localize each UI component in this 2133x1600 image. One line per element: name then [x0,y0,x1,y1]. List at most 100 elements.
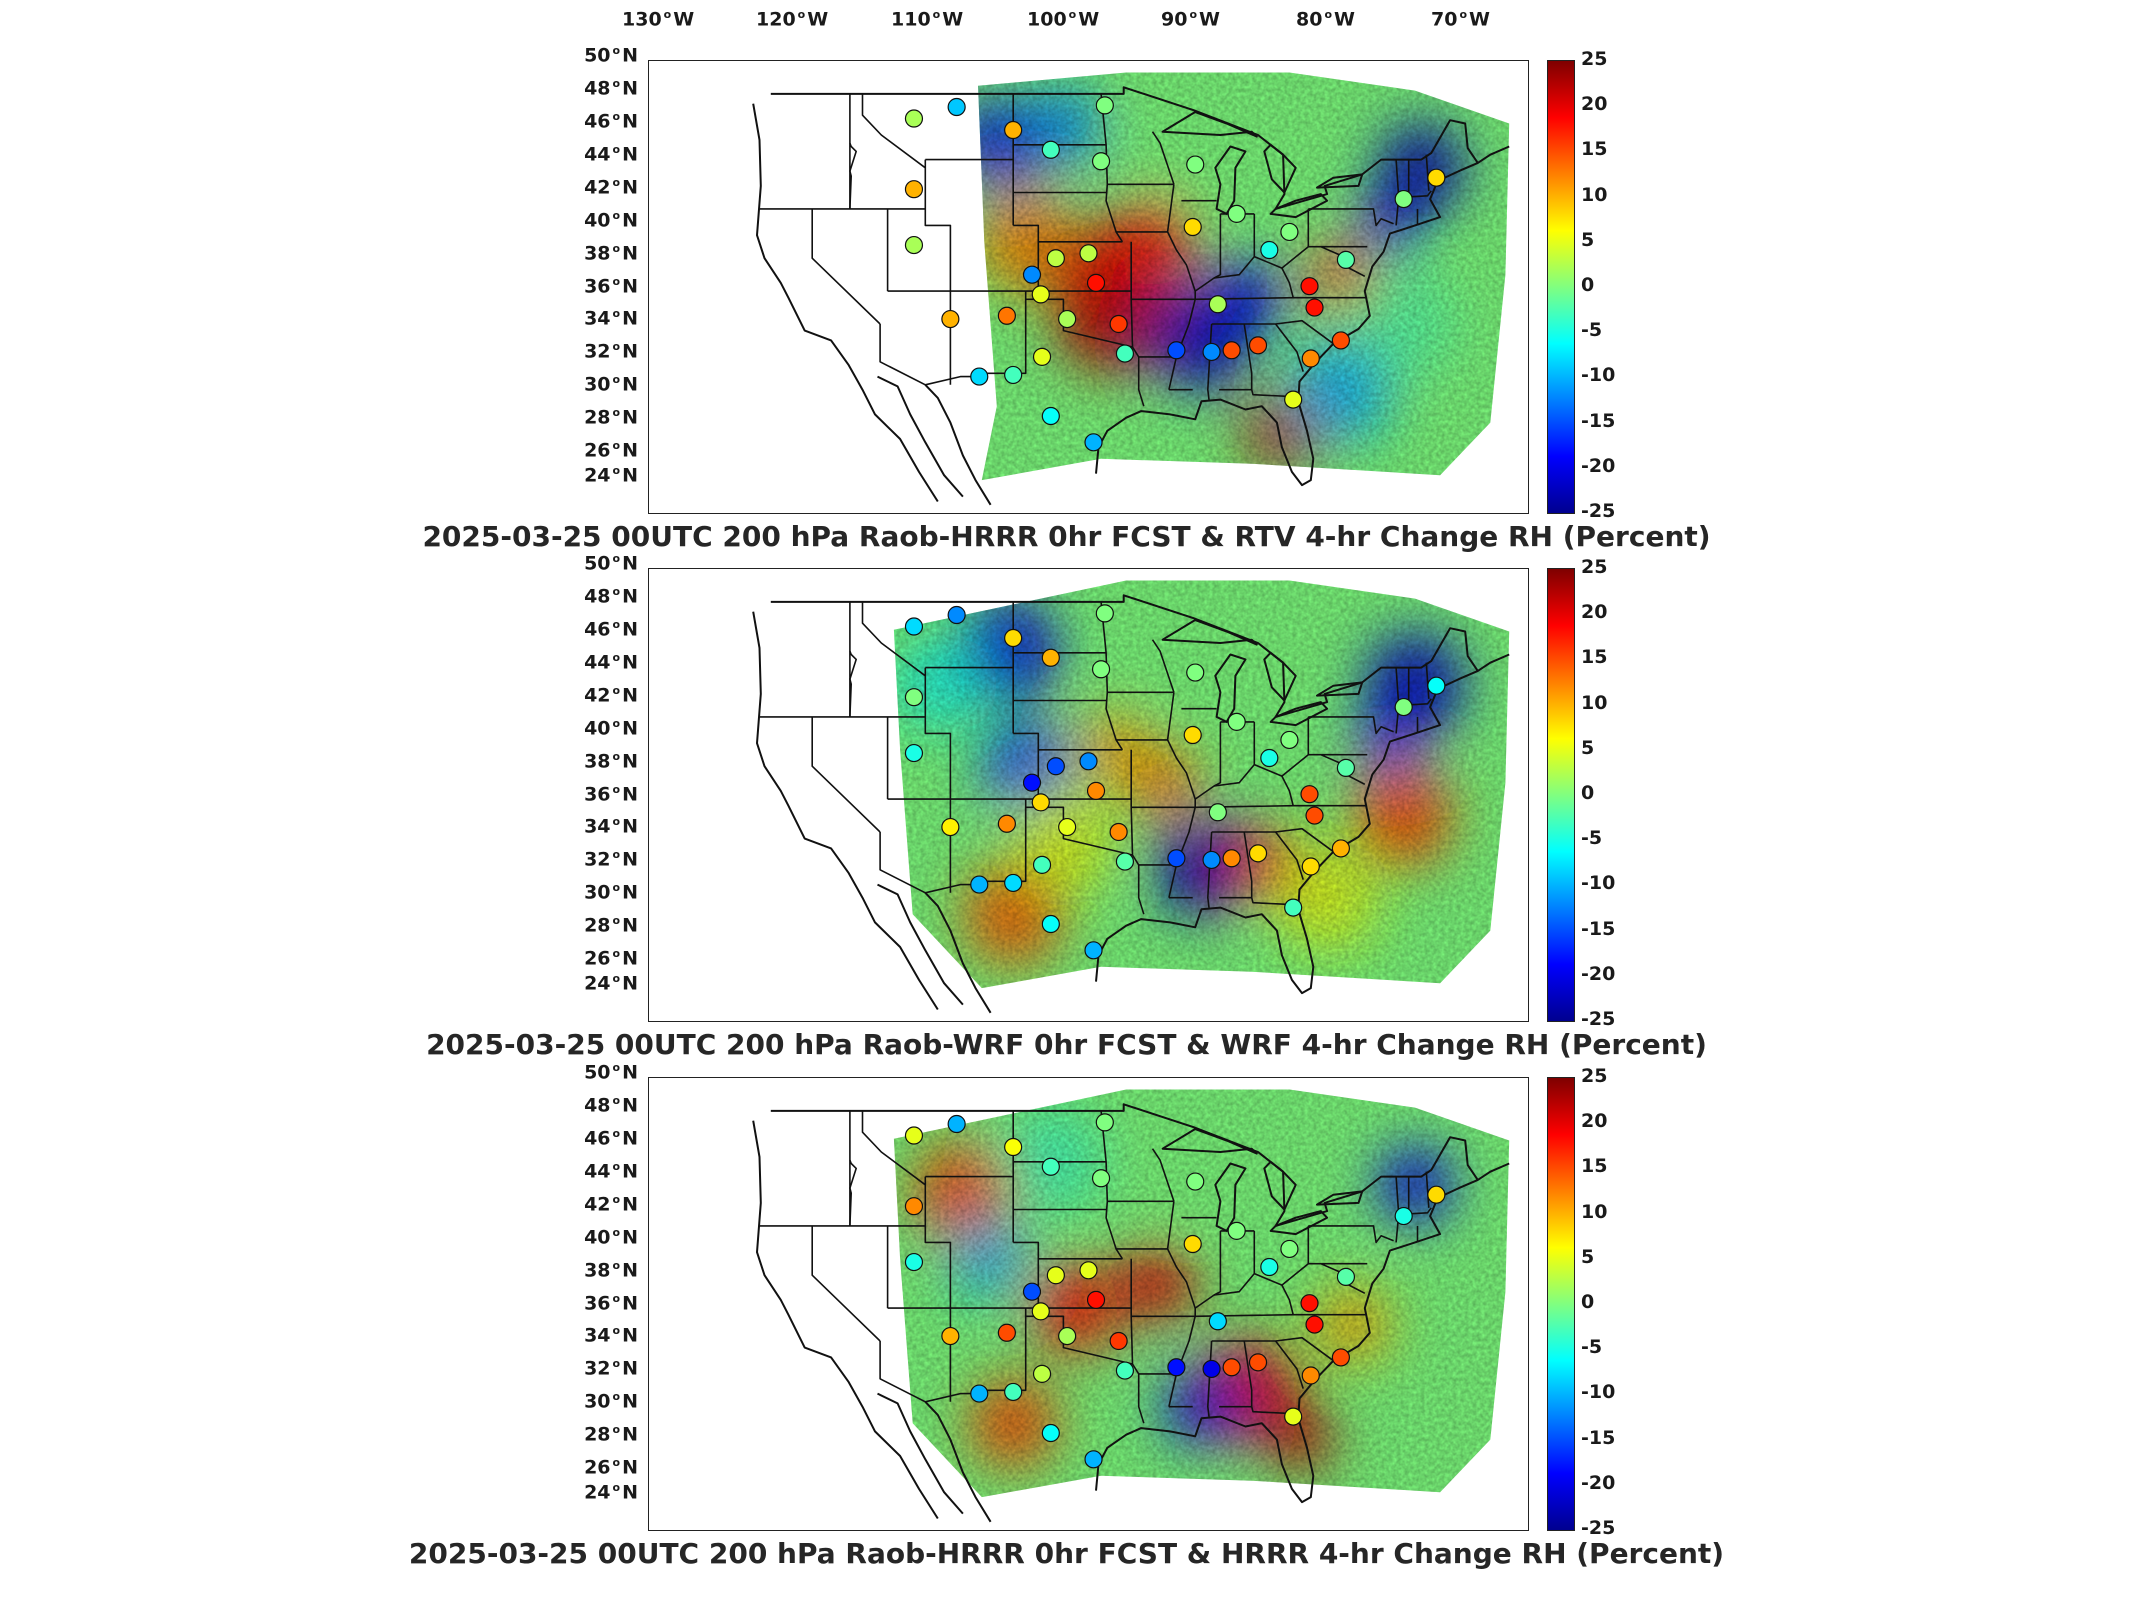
colorbar-tick-label: -25 [1581,500,1616,522]
state-border [861,601,926,677]
rh-change-map [752,580,1510,1014]
latitude-value: 34 [584,1324,611,1347]
state-border [1100,93,1124,243]
colorbar [1547,568,1575,1022]
latitude-unit: N [622,815,638,838]
colorbar-tick-label: 10 [1581,183,1608,206]
raob-station-marker [1058,1326,1077,1346]
latitude-label: 38 o N [584,241,638,264]
latitude-unit: N [622,585,638,608]
latitude-value: 30 [584,881,611,904]
raob-station-marker [1208,1312,1227,1331]
raob-station-marker [1046,757,1065,776]
raob-station-marker [1079,752,1098,771]
raob-station-marker [1300,785,1319,804]
state-border [811,1225,881,1342]
latitude-unit: N [622,947,638,970]
great-lake [1161,619,1258,646]
latitude-unit: N [622,110,638,133]
raob-station-marker [1167,849,1186,868]
raob-stations [904,1113,1446,1469]
state-border [1130,749,1145,915]
latitude-label: 40 o N [584,1225,638,1249]
latitude-unit: N [622,914,638,937]
raob-station-marker [1031,793,1050,812]
raob-station-marker [1004,628,1023,648]
latitude-value: 34 [584,307,611,330]
state-border [849,1159,857,1226]
raob-station-marker [1305,806,1324,825]
panel-rtv: 50 o N 48 o N 46 o N 44 o N 42 o N 40 o N 38 o N 36 o N 34 o N 32 o N… [0,40,2133,560]
raob-station-marker [1004,120,1023,140]
raob-station-marker [1301,1366,1320,1385]
raob-station-marker [1022,773,1042,792]
coastline [877,375,964,498]
latitude-unit: N [622,972,638,995]
latitude-label: 42 o N [584,683,638,707]
latitude-label: 48 o N [584,1094,638,1117]
state-border [1281,775,1294,806]
latitude-unit: N [622,1127,638,1150]
state-border [1308,208,1394,227]
colorbar-tick-label: -20 [1581,962,1616,985]
state-border [1100,601,1124,751]
great-lake [1269,1210,1329,1236]
raob-station-marker [1394,697,1413,717]
latitude-unit: N [622,1094,638,1117]
colorbar-tick-label: 20 [1581,601,1608,624]
latitude-label: 48 o N [584,77,638,100]
raob-station-marker [1109,1331,1128,1351]
raob-station-marker [1041,406,1060,426]
raob-station-marker [904,1126,924,1145]
raob-station-marker [1202,1359,1221,1379]
latitude-label: 36 o N [584,782,638,805]
longitude-unit: W [1334,8,1355,31]
raob-station-marker [1115,1361,1135,1380]
raob-station-marker [970,1384,989,1403]
colorbar-tick-label: 5 [1581,228,1595,251]
raob-station-marker [1032,1364,1052,1383]
latitude-value: 48 [584,77,611,100]
latitude-label: 44 o N [584,651,638,674]
raob-station-marker [1004,1382,1023,1402]
raob-station-marker [1032,855,1052,874]
latitude-value: 28 [584,1423,611,1446]
latitude-value: 46 [584,618,611,641]
longitude-value: 110 [891,8,931,31]
raob-station-marker [904,617,924,636]
state-border [1274,831,1304,880]
state-border [1308,1225,1394,1244]
latitude-label: 28 o N [584,1423,638,1446]
latitude-value: 30 [584,1390,611,1413]
longitude-value: 90 [1161,8,1188,31]
raob-station-marker [1086,273,1106,292]
colorbar-tick-label: 10 [1581,691,1608,714]
colorbar-tick-label: 15 [1581,138,1608,161]
latitude-unit: N [622,1481,638,1504]
raob-station-marker [1260,240,1279,260]
latitude-value: 42 [584,1193,611,1216]
raob-station-marker [1336,758,1356,777]
colorbar-tick-label: 15 [1581,646,1608,669]
raob-station-marker [1058,309,1077,329]
colorbar-tick-label: -10 [1581,364,1616,387]
latitude-value: 48 [584,585,611,608]
colorbar-tick-label: -20 [1581,1471,1616,1494]
latitude-value: 38 [584,242,611,264]
latitude-value: 34 [584,815,611,838]
raob-station-marker [904,180,924,199]
latitude-label: 32 o N [584,1357,638,1380]
raob-station-marker [997,1323,1016,1342]
raob-station-marker [1032,347,1052,366]
raob-station-marker [1280,1239,1299,1259]
colorbar-tick-label: 20 [1581,1110,1608,1133]
raob-station-marker [1222,341,1241,360]
latitude-unit: N [622,1324,638,1347]
latitude-value: 36 [584,782,611,805]
raob-station-marker [941,1326,960,1346]
latitude-label: 46 o N [584,1127,638,1150]
raob-station-marker [1167,341,1186,360]
raob-station-marker [1248,336,1268,355]
latitude-unit: N [622,618,638,641]
raob-stations [904,604,1446,960]
